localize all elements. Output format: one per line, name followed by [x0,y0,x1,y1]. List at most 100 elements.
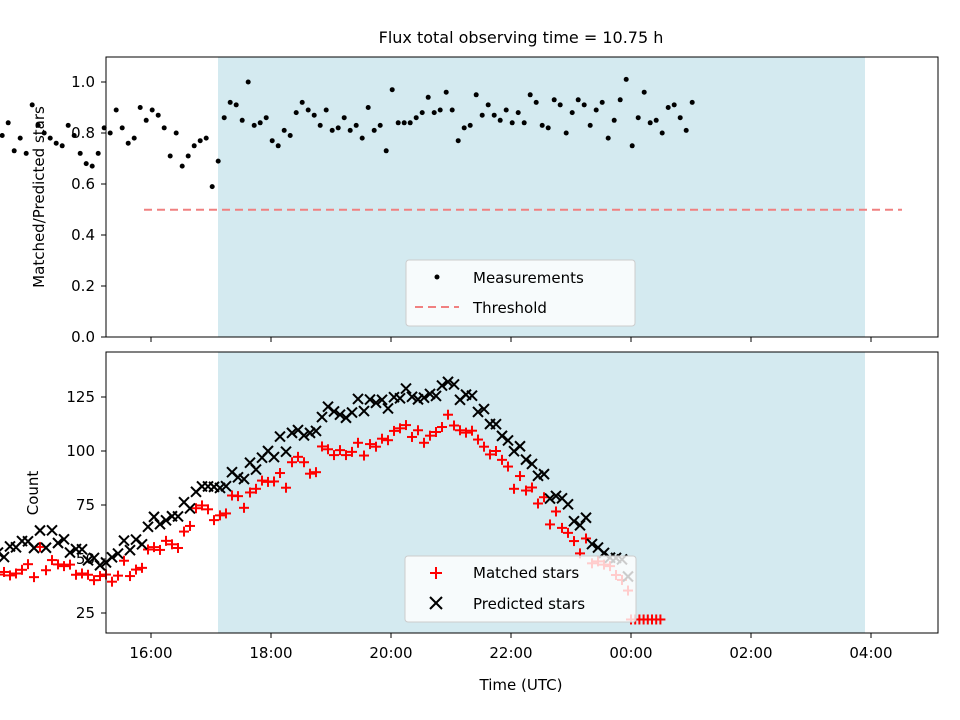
bottom-panel: 25 50 75 100 125 Count 16:00 18:00 20:00… [0,351,939,694]
top-y-axis-label: Matched/Predicted stars [30,106,48,288]
matched-star-point [221,508,231,519]
measurement-point [581,102,587,108]
measurement-point [569,110,575,116]
matched-star-point [269,476,279,487]
measurement-point [617,97,623,103]
measurement-point [413,115,419,121]
x-tick-label: 20:00 [369,644,412,662]
matched-star-point [251,483,261,494]
predicted-star-point [568,515,580,527]
matched-star-point [143,544,153,555]
top-y-tick-label: 0.8 [71,124,95,142]
matched-star-point [149,542,159,553]
bottom-y-tick-label: 75 [76,496,95,514]
matched-star-point [209,515,219,526]
matched-star-point [185,520,195,531]
measurement-point [671,102,677,108]
predicted-star-point [298,429,310,442]
matched-star-point [131,564,141,575]
measurement-point [533,99,539,105]
matched-star-point [461,427,471,438]
predicted-star-point [40,542,52,554]
matched-star-point [341,450,351,461]
matched-star-point [359,450,369,461]
matched-star-point [353,437,363,448]
matched-star-point [233,491,243,502]
chart-title: Flux total observing time = 10.75 h [379,28,664,47]
measurement-point [635,115,641,121]
measurement-point [407,120,413,126]
predicted-star-point [172,510,184,523]
matched-star-point [305,468,315,479]
matched-star-point [431,426,441,437]
measurement-point [287,133,293,138]
matched-star-point [347,446,357,457]
matched-star-point [557,522,567,533]
matched-stars-legend-label: Matched stars [473,564,579,582]
measurement-point [83,161,89,167]
measurements-legend-label: Measurements [473,269,584,287]
measurement-point [479,112,485,118]
predicted-star-point [124,544,136,556]
predicted-stars-legend-marker [429,596,443,610]
predicted-star-point [160,514,172,527]
predicted-star-point [478,403,490,415]
measurement-point [605,135,611,141]
predicted-star-point [442,376,454,388]
measurement-point [245,79,251,85]
matched-star-point [455,425,465,436]
measurement-point [269,138,275,144]
predicted-star-point [28,542,40,554]
measurement-point [263,115,269,121]
measurement-point [227,99,233,105]
predicted-star-point [82,554,94,567]
measurement-point [335,125,341,131]
matched-star-point [83,569,93,580]
top-plot-frame [105,56,939,338]
measurement-point [209,184,215,190]
measurement-point [611,117,617,123]
measurement-point [371,127,377,133]
measurement-point [143,117,149,123]
measurement-point [239,117,245,123]
predicted-stars-legend-label: Predicted stars [473,595,585,613]
x-tick-label: 16:00 [129,644,172,662]
measurement-point [311,112,317,118]
matched-star-point [563,527,573,538]
measurement-point [497,117,503,123]
measurement-point [197,138,203,144]
measurement-point [95,150,101,156]
matched-star-point [215,510,225,521]
predicted-star-point [586,538,598,550]
matched-star-point [509,483,519,494]
matched-stars-points [0,409,666,625]
measurement-point [281,127,287,133]
matched-star-point [89,575,99,586]
measurement-point [683,127,689,133]
matched-star-point [137,562,147,573]
predicted-star-point [394,392,406,405]
predicted-star-point [418,391,430,404]
predicted-star-point [502,434,514,447]
top-legend-box [405,259,636,327]
measurement-point [173,130,179,136]
predicted-star-point [184,502,196,515]
predicted-star-point [490,418,502,430]
measurement-point [323,107,329,113]
measurement-point [203,135,209,141]
measurement-point [353,122,359,128]
bottom-y-tick-label: 100 [66,442,95,460]
measurement-point [257,120,263,126]
measurement-point [329,127,335,133]
matched-star-point [515,471,525,482]
predicted-star-point [358,405,370,417]
measurement-point [431,110,437,116]
matched-star-point [197,500,207,511]
measurement-point [305,107,311,113]
matched-star-point [29,572,39,583]
predicted-star-point [238,473,250,485]
matched-star-point [161,535,171,546]
matched-star-point [281,482,291,493]
bottom-y-tick-label: 25 [76,604,95,622]
matched-star-point [329,450,339,461]
